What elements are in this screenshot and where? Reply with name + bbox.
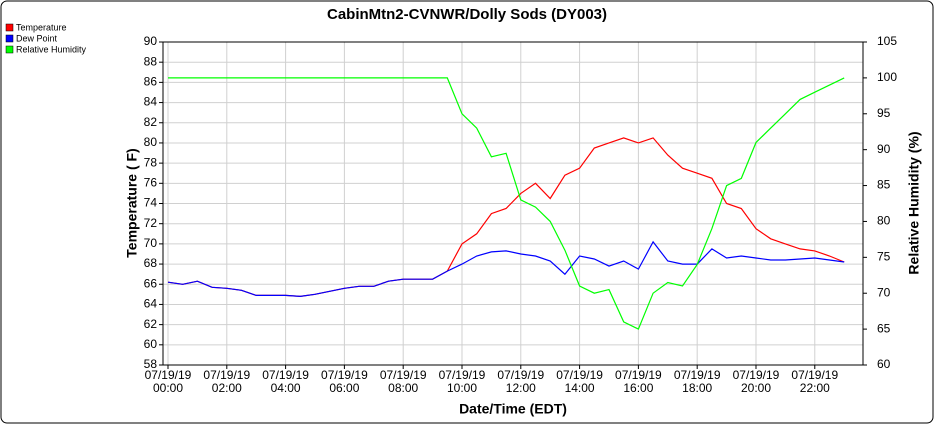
y2-tick-label: 85 (877, 178, 891, 192)
y2-tick-label: 105 (877, 34, 897, 48)
x-tick-label: 07/19/19 00:00 (145, 368, 192, 395)
y-tick-label: 70 (144, 236, 158, 250)
legend-swatch (5, 23, 14, 32)
x-tick-label: 07/19/19 12:00 (497, 368, 544, 395)
x-tick-label: 07/19/19 22:00 (791, 368, 838, 395)
y-tick-label: 80 (144, 135, 158, 149)
y-tick-label: 90 (144, 34, 158, 48)
legend-swatch (5, 45, 14, 54)
legend-label: Relative Humidity (16, 44, 87, 54)
y-tick-label: 76 (144, 175, 158, 189)
legend-label: Temperature (16, 22, 67, 32)
x-tick-label: 07/19/19 18:00 (674, 368, 721, 395)
chart-title: CabinMtn2-CVNWR/Dolly Sods (DY003) (327, 6, 607, 23)
y2-tick-label: 100 (877, 70, 897, 84)
y2-tick-label: 90 (877, 142, 891, 156)
legend-label: Dew Point (16, 33, 58, 43)
x-tick-label: 07/19/19 16:00 (615, 368, 662, 395)
y2-tick-label: 80 (877, 214, 891, 228)
y-tick-label: 86 (144, 75, 158, 89)
y-tick-label: 68 (144, 256, 158, 270)
x-tick-label: 07/19/19 04:00 (262, 368, 309, 395)
y2-tick-label: 95 (877, 106, 891, 120)
y-axis-label: Temperature ( F) (124, 148, 140, 257)
y-tick-label: 84 (144, 95, 158, 109)
y2-tick-label: 75 (877, 250, 891, 264)
x-tick-label: 07/19/19 14:00 (556, 368, 603, 395)
y2-tick-label: 65 (877, 321, 891, 335)
y-tick-label: 66 (144, 276, 158, 290)
y2-axis-label: Relative Humidity (%) (906, 131, 922, 274)
plot-area (162, 41, 864, 366)
series-line (168, 77, 845, 330)
y2-tick-label: 70 (877, 285, 891, 299)
series-line (167, 240, 845, 298)
y-tick-label: 88 (144, 54, 158, 68)
y-tick-label: 60 (144, 337, 158, 351)
y-tick-label: 82 (144, 115, 158, 129)
x-tick-label: 07/19/19 20:00 (733, 368, 780, 395)
x-axis-label: Date/Time (EDT) (459, 401, 567, 417)
y-tick-label: 74 (144, 196, 158, 210)
x-tick-label: 07/19/19 06:00 (321, 368, 368, 395)
y2-tick-label: 60 (877, 357, 891, 371)
x-tick-label: 07/19/19 02:00 (203, 368, 250, 395)
x-tick-label: 07/19/19 08:00 (380, 368, 427, 395)
y-tick-label: 64 (144, 297, 158, 311)
y-tick-label: 78 (144, 155, 158, 169)
y-tick-label: 58 (144, 357, 158, 371)
y-tick-label: 72 (144, 216, 158, 230)
legend-swatch (5, 34, 14, 43)
x-tick-label: 07/19/19 10:00 (439, 368, 486, 395)
y-tick-label: 62 (144, 317, 158, 331)
